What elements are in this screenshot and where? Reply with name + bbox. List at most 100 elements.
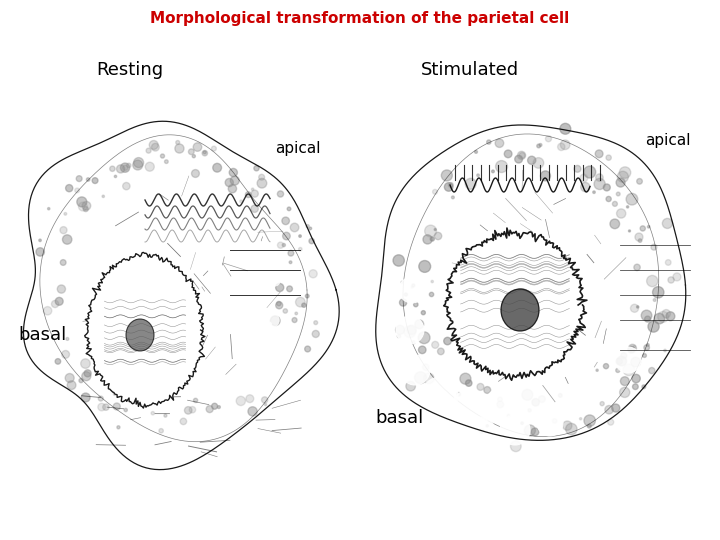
Circle shape <box>666 312 675 321</box>
Circle shape <box>617 356 626 366</box>
Circle shape <box>552 374 584 406</box>
Circle shape <box>651 244 657 250</box>
Circle shape <box>635 233 643 241</box>
Circle shape <box>480 429 484 433</box>
Circle shape <box>632 374 640 383</box>
Circle shape <box>546 136 552 141</box>
Circle shape <box>441 170 452 181</box>
Circle shape <box>55 359 60 364</box>
Circle shape <box>528 409 531 412</box>
Circle shape <box>449 183 453 187</box>
Circle shape <box>136 351 144 359</box>
Circle shape <box>610 219 620 228</box>
Circle shape <box>81 393 90 402</box>
Circle shape <box>225 178 233 187</box>
Circle shape <box>82 201 91 210</box>
Circle shape <box>595 174 603 181</box>
Circle shape <box>39 239 41 241</box>
Circle shape <box>213 163 222 172</box>
Polygon shape <box>376 125 685 440</box>
Circle shape <box>477 383 484 390</box>
Circle shape <box>451 196 454 199</box>
Circle shape <box>145 162 154 171</box>
Circle shape <box>628 346 635 353</box>
Circle shape <box>562 421 572 430</box>
Circle shape <box>166 244 171 249</box>
Circle shape <box>113 219 125 231</box>
Circle shape <box>407 325 416 334</box>
Circle shape <box>67 381 76 389</box>
Circle shape <box>212 146 216 151</box>
Circle shape <box>552 418 557 423</box>
Circle shape <box>251 205 258 212</box>
Circle shape <box>160 301 171 312</box>
Circle shape <box>418 346 426 354</box>
Circle shape <box>168 256 176 264</box>
Circle shape <box>188 380 199 393</box>
Circle shape <box>251 188 254 191</box>
Circle shape <box>594 178 606 190</box>
Circle shape <box>595 150 603 158</box>
Circle shape <box>636 179 642 184</box>
Circle shape <box>161 257 172 268</box>
Circle shape <box>397 335 400 338</box>
Circle shape <box>149 140 158 150</box>
Circle shape <box>309 269 318 278</box>
Circle shape <box>423 235 432 244</box>
Circle shape <box>423 373 434 384</box>
Circle shape <box>647 275 658 287</box>
Circle shape <box>396 316 424 344</box>
Circle shape <box>55 298 63 305</box>
Text: basal: basal <box>375 409 423 427</box>
Circle shape <box>411 286 413 288</box>
Circle shape <box>649 368 655 374</box>
Circle shape <box>258 174 264 180</box>
Circle shape <box>401 281 403 284</box>
Circle shape <box>434 228 436 231</box>
Circle shape <box>192 187 199 195</box>
Circle shape <box>127 258 133 264</box>
Circle shape <box>295 298 305 307</box>
Circle shape <box>246 192 251 198</box>
Circle shape <box>600 402 604 406</box>
Circle shape <box>450 390 490 430</box>
Circle shape <box>631 357 641 367</box>
Circle shape <box>647 226 650 228</box>
Circle shape <box>103 404 109 410</box>
Circle shape <box>189 149 194 154</box>
Circle shape <box>228 185 237 193</box>
Circle shape <box>464 417 496 449</box>
Circle shape <box>242 325 248 330</box>
Circle shape <box>486 424 488 427</box>
Circle shape <box>203 151 206 154</box>
Circle shape <box>636 306 639 308</box>
Circle shape <box>117 165 125 173</box>
Circle shape <box>240 200 243 202</box>
Circle shape <box>64 213 67 215</box>
Circle shape <box>560 140 570 150</box>
Circle shape <box>124 408 127 411</box>
Circle shape <box>507 414 510 417</box>
Circle shape <box>299 235 302 238</box>
Circle shape <box>432 341 438 348</box>
Circle shape <box>202 151 207 156</box>
Circle shape <box>254 166 259 171</box>
Circle shape <box>152 260 163 272</box>
Circle shape <box>492 170 495 173</box>
Circle shape <box>92 178 98 184</box>
Circle shape <box>621 353 626 359</box>
Circle shape <box>167 375 173 381</box>
Circle shape <box>136 280 148 292</box>
Circle shape <box>122 183 130 190</box>
Circle shape <box>460 373 471 384</box>
Circle shape <box>43 307 52 315</box>
Circle shape <box>606 197 611 201</box>
Circle shape <box>138 241 150 253</box>
Circle shape <box>541 171 551 181</box>
Circle shape <box>153 308 160 314</box>
Circle shape <box>196 383 204 391</box>
Circle shape <box>434 232 442 240</box>
Circle shape <box>145 289 149 293</box>
Text: apical: apical <box>275 140 320 156</box>
Circle shape <box>282 244 285 247</box>
